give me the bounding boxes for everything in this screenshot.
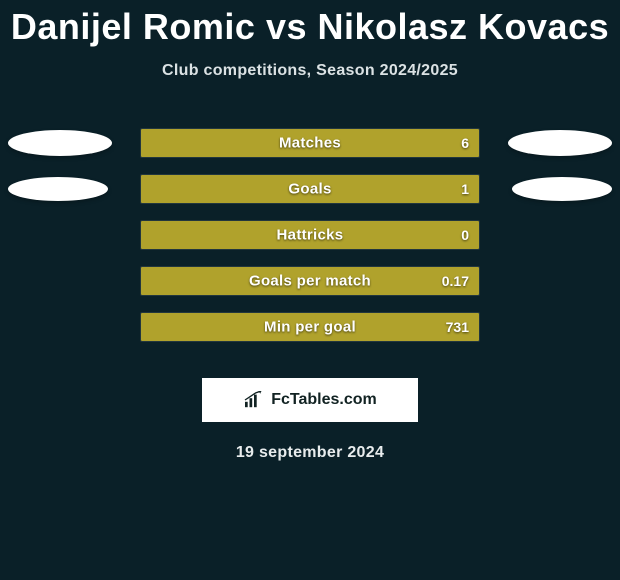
comparison-card: Danijel Romic vs Nikolasz Kovacs Club co… bbox=[0, 0, 620, 580]
right-blob bbox=[508, 130, 612, 156]
bar-label: Min per goal bbox=[264, 319, 356, 336]
left-blob bbox=[8, 130, 112, 156]
stat-row: Goals 1 bbox=[0, 166, 620, 212]
chart-icon bbox=[243, 391, 265, 409]
date-text: 19 september 2024 bbox=[0, 444, 620, 462]
stat-row: Hattricks 0 bbox=[0, 212, 620, 258]
stat-row: Min per goal 731 bbox=[0, 304, 620, 350]
bar-label: Goals per match bbox=[249, 273, 371, 290]
right-blob bbox=[512, 177, 612, 201]
bar-label: Hattricks bbox=[277, 227, 344, 244]
brand-text: FcTables.com bbox=[271, 391, 377, 409]
bar-value: 1 bbox=[461, 181, 469, 197]
bar-track: Matches 6 bbox=[140, 128, 480, 158]
bar-track: Goals per match 0.17 bbox=[140, 266, 480, 296]
stat-row: Matches 6 bbox=[0, 120, 620, 166]
bar-value: 0.17 bbox=[442, 273, 469, 289]
left-blob bbox=[8, 177, 108, 201]
bar-value: 6 bbox=[461, 135, 469, 151]
bar-track: Goals 1 bbox=[140, 174, 480, 204]
subtitle: Club competitions, Season 2024/2025 bbox=[0, 62, 620, 80]
page-title: Danijel Romic vs Nikolasz Kovacs bbox=[0, 6, 620, 48]
chart-area: Matches 6 Goals 1 Hattricks 0 Goals per match 0… bbox=[0, 120, 620, 350]
stat-row: Goals per match 0.17 bbox=[0, 258, 620, 304]
bar-value: 731 bbox=[446, 319, 469, 335]
bar-track: Min per goal 731 bbox=[140, 312, 480, 342]
brand-box[interactable]: FcTables.com bbox=[202, 378, 418, 422]
bar-value: 0 bbox=[461, 227, 469, 243]
bar-label: Matches bbox=[279, 135, 341, 152]
bar-label: Goals bbox=[288, 181, 331, 198]
bar-track: Hattricks 0 bbox=[140, 220, 480, 250]
